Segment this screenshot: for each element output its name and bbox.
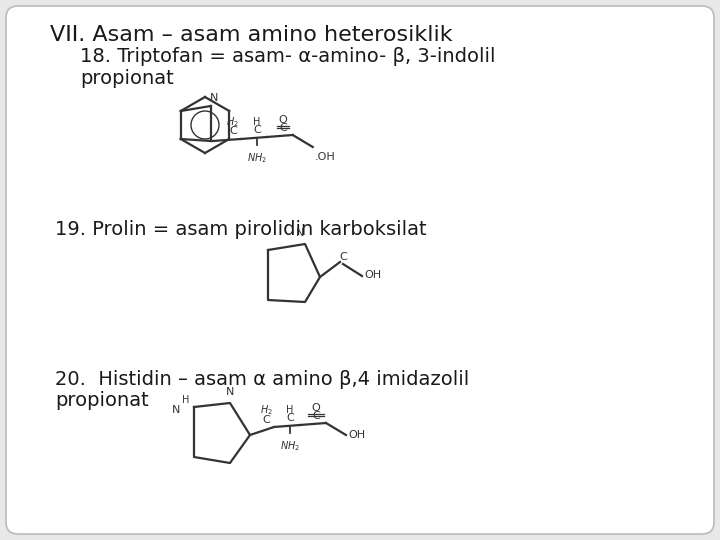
Text: C: C xyxy=(262,415,270,425)
Text: $NH_2$: $NH_2$ xyxy=(280,439,300,453)
Text: propionat: propionat xyxy=(55,391,149,410)
Text: OH: OH xyxy=(348,430,365,440)
Text: N: N xyxy=(226,387,234,397)
Text: O: O xyxy=(279,115,287,125)
Text: VII. Asam – asam amino heterosiklik: VII. Asam – asam amino heterosiklik xyxy=(50,25,453,45)
Text: $H_2$: $H_2$ xyxy=(260,403,272,417)
Text: O: O xyxy=(312,403,320,413)
Text: OH: OH xyxy=(364,270,381,280)
Text: H: H xyxy=(287,405,294,415)
Text: C: C xyxy=(253,125,261,135)
Text: N: N xyxy=(296,228,304,238)
Text: 19. Prolin = asam pirolidin karboksilat: 19. Prolin = asam pirolidin karboksilat xyxy=(55,220,427,239)
Text: N: N xyxy=(172,405,180,415)
Text: 20.  Histidin – asam α amino β,4 imidazolil: 20. Histidin – asam α amino β,4 imidazol… xyxy=(55,370,469,389)
Text: $H_2$: $H_2$ xyxy=(226,115,239,129)
Text: C: C xyxy=(312,411,320,421)
Text: C: C xyxy=(279,123,287,133)
Text: H: H xyxy=(253,117,261,127)
FancyBboxPatch shape xyxy=(6,6,714,534)
Text: H: H xyxy=(182,395,189,405)
Text: $NH_2$: $NH_2$ xyxy=(247,151,267,165)
Text: N: N xyxy=(210,93,218,103)
Text: C: C xyxy=(286,413,294,423)
Text: 18. Triptofan = asam- α-amino- β, 3-indolil: 18. Triptofan = asam- α-amino- β, 3-indo… xyxy=(80,47,495,66)
Text: propionat: propionat xyxy=(80,69,174,88)
Text: C: C xyxy=(229,126,237,136)
Text: .OH: .OH xyxy=(315,152,336,162)
Text: C: C xyxy=(339,252,347,262)
